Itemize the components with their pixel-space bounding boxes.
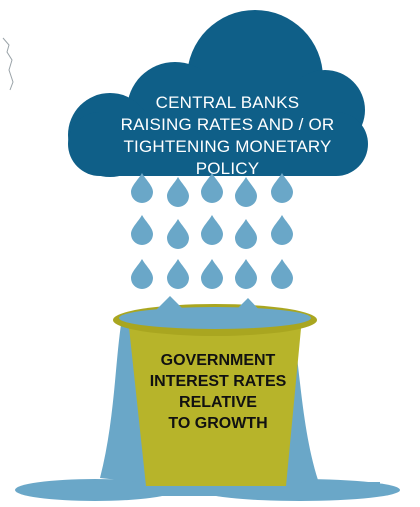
bucket-label: GOVERNMENT INTEREST RATES RELATIVE TO GR… [138, 350, 298, 434]
bucket-line-2: INTEREST RATES [149, 373, 287, 390]
raindrop [271, 259, 293, 289]
raindrop [201, 259, 223, 289]
raindrop [235, 177, 257, 207]
raindrop [235, 219, 257, 249]
cloud-shape [68, 10, 368, 177]
raindrop [167, 259, 189, 289]
cloud-line-3: TIGHTENING MONETARY POLICY [123, 137, 332, 178]
raindrop [271, 173, 293, 203]
raindrop [201, 215, 223, 245]
raindrop [131, 259, 153, 289]
raindrops [131, 173, 293, 289]
raindrop [131, 173, 153, 203]
cloud-line-2: RAISING RATES AND / OR [120, 115, 335, 134]
raindrop [201, 173, 223, 203]
raindrop [167, 219, 189, 249]
bucket-line-1: GOVERNMENT [160, 352, 276, 369]
raindrop [235, 259, 257, 289]
cloud-line-1: CENTRAL BANKS [155, 93, 300, 112]
raindrop [271, 215, 293, 245]
cloud-label: CENTRAL BANKS RAISING RATES AND / OR TIG… [95, 92, 360, 180]
edge-mark [2, 37, 14, 91]
bucket-line-3: RELATIVE [179, 394, 257, 411]
bucket-line-4: TO GROWTH [168, 415, 268, 432]
raindrop [167, 177, 189, 207]
raindrop [131, 215, 153, 245]
bucket [113, 296, 317, 486]
